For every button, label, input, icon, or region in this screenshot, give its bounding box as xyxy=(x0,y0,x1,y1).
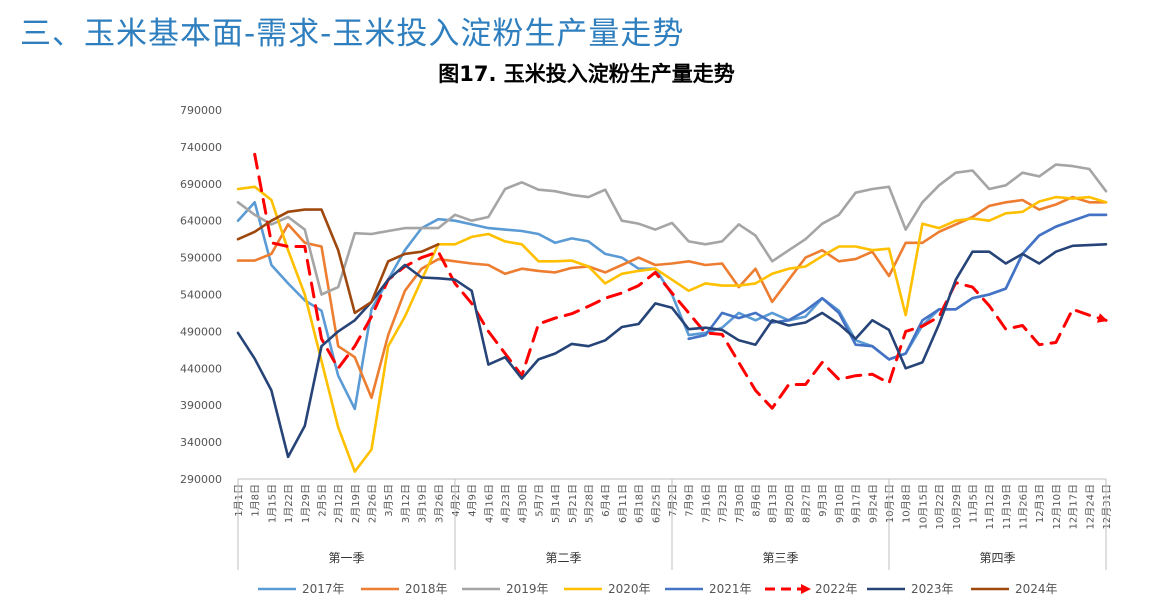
x-tick-label: 1月29日 xyxy=(300,484,312,523)
x-tick-label: 2月19日 xyxy=(350,484,362,523)
x-tick-label: 8月13日 xyxy=(767,484,779,523)
x-tick-label: 12月10日 xyxy=(1051,484,1063,529)
series-line xyxy=(236,185,1108,473)
chart-title: 图17. 玉米投入淀粉生产量走势 xyxy=(438,62,735,86)
x-tick-label: 5月28日 xyxy=(584,484,596,523)
x-tick-label: 4月30日 xyxy=(517,484,529,523)
y-tick-label: 640000 xyxy=(180,215,222,228)
quarter-label: 第四季 xyxy=(979,551,1015,565)
x-tick-label: 11月5日 xyxy=(967,484,979,523)
x-tick-label: 12月3日 xyxy=(1034,484,1046,523)
y-tick-label: 740000 xyxy=(180,141,222,154)
legend-label: 2018年 xyxy=(405,582,448,596)
series-layer xyxy=(236,152,1108,473)
y-tick-label: 540000 xyxy=(180,289,222,302)
quarter-label: 第二季 xyxy=(545,551,581,565)
y-tick-label: 690000 xyxy=(180,178,222,191)
x-tick-label: 5月21日 xyxy=(567,484,579,523)
series-line xyxy=(236,195,1108,400)
x-tick-label: 7月30日 xyxy=(734,484,746,523)
y-axis: 290000 340000 390000 440000 490000 540000 5900… xyxy=(180,104,222,486)
x-tick-label: 2月12日 xyxy=(333,484,345,523)
series-line xyxy=(253,152,1108,410)
x-tick-label: 11月12日 xyxy=(984,484,996,529)
x-tick-label: 1月8日 xyxy=(250,484,262,517)
x-axis: 1月1日 1月8日 1月15日 1月22日 1月29日 2月5日 2月12日 2月19日 2月2… xyxy=(233,478,1113,570)
x-tick-label: 1月1日 xyxy=(233,484,245,517)
x-tick-label: 8月20日 xyxy=(784,484,796,523)
y-tick-label: 440000 xyxy=(180,362,222,375)
x-tick-label: 7月2日 xyxy=(667,484,679,517)
x-tick-label: 9月3日 xyxy=(817,484,829,517)
y-tick-label: 390000 xyxy=(180,399,222,412)
x-tick-label: 9月24日 xyxy=(867,484,879,523)
y-tick-label: 590000 xyxy=(180,252,222,265)
x-tick-label: 12月31日 xyxy=(1101,484,1113,529)
x-tick-label: 3月19日 xyxy=(417,484,429,523)
x-tick-label: 6月11日 xyxy=(617,484,629,523)
slide-heading: 三、玉米基本面-需求-玉米投入淀粉生产量走势 xyxy=(20,16,685,52)
y-tick-label: 490000 xyxy=(180,325,222,338)
x-tick-label: 11月19日 xyxy=(1001,484,1013,529)
x-tick-label: 5月14日 xyxy=(550,484,562,523)
x-tick-label: 7月16日 xyxy=(700,484,712,523)
y-tick-label: 290000 xyxy=(180,473,222,486)
legend-label: 2020年 xyxy=(608,582,651,596)
x-tick-label: 2月5日 xyxy=(316,484,328,517)
series-line xyxy=(236,163,1108,296)
legend-label: 2019年 xyxy=(506,582,549,596)
x-tick-label: 11月26日 xyxy=(1018,484,1030,529)
x-tick-label: 10月15日 xyxy=(917,484,929,529)
x-tick-label: 12月17日 xyxy=(1068,484,1080,529)
x-tick-label: 4月2日 xyxy=(450,484,462,517)
legend-label: 2022年 xyxy=(815,582,858,596)
x-tick-label: 10月22日 xyxy=(934,484,946,529)
legend-label: 2023年 xyxy=(911,582,954,596)
legend-label: 2017年 xyxy=(302,582,345,596)
quarter-label: 第一季 xyxy=(328,551,364,565)
x-tick-label: 10月29日 xyxy=(951,484,963,529)
x-tick-label: 1月22日 xyxy=(283,484,295,523)
x-tick-label: 6月4日 xyxy=(600,484,612,517)
x-tick-label: 6月18日 xyxy=(634,484,646,523)
series-line xyxy=(236,208,440,315)
x-tick-label: 9月17日 xyxy=(851,484,863,523)
x-tick-label: 3月5日 xyxy=(383,484,395,517)
legend-label: 2021年 xyxy=(709,582,752,596)
x-tick-label: 12月24日 xyxy=(1084,484,1096,529)
y-tick-label: 790000 xyxy=(180,104,222,117)
x-tick-label: 8月27日 xyxy=(801,484,813,523)
quarter-label: 第三季 xyxy=(762,551,798,565)
y-tick-label: 340000 xyxy=(180,436,222,449)
x-tick-label: 1月15日 xyxy=(266,484,278,523)
x-tick-label: 2月26日 xyxy=(367,484,379,523)
series-line xyxy=(236,243,1108,459)
x-tick-label: 4月9日 xyxy=(467,484,479,517)
x-tick-label: 10月1日 xyxy=(884,484,896,523)
x-tick-label: 3月26日 xyxy=(433,484,445,523)
legend-label: 2024年 xyxy=(1015,582,1058,596)
x-tick-label: 7月9日 xyxy=(684,484,696,517)
x-tick-label: 9月10日 xyxy=(834,484,846,523)
x-tick-label: 6月25日 xyxy=(650,484,662,523)
x-tick-label: 8月6日 xyxy=(750,484,762,517)
legend: 2017年 2018年 2019年 2020年 2021年 2022年 2023年 2024年 xyxy=(258,582,1058,596)
x-tick-label: 4月23日 xyxy=(500,484,512,523)
x-tick-label: 4月16日 xyxy=(483,484,495,523)
x-tick-label: 5月7日 xyxy=(533,484,545,517)
x-tick-label: 7月23日 xyxy=(717,484,729,523)
x-tick-label: 10月8日 xyxy=(901,484,913,523)
x-tick-label: 3月12日 xyxy=(400,484,412,523)
